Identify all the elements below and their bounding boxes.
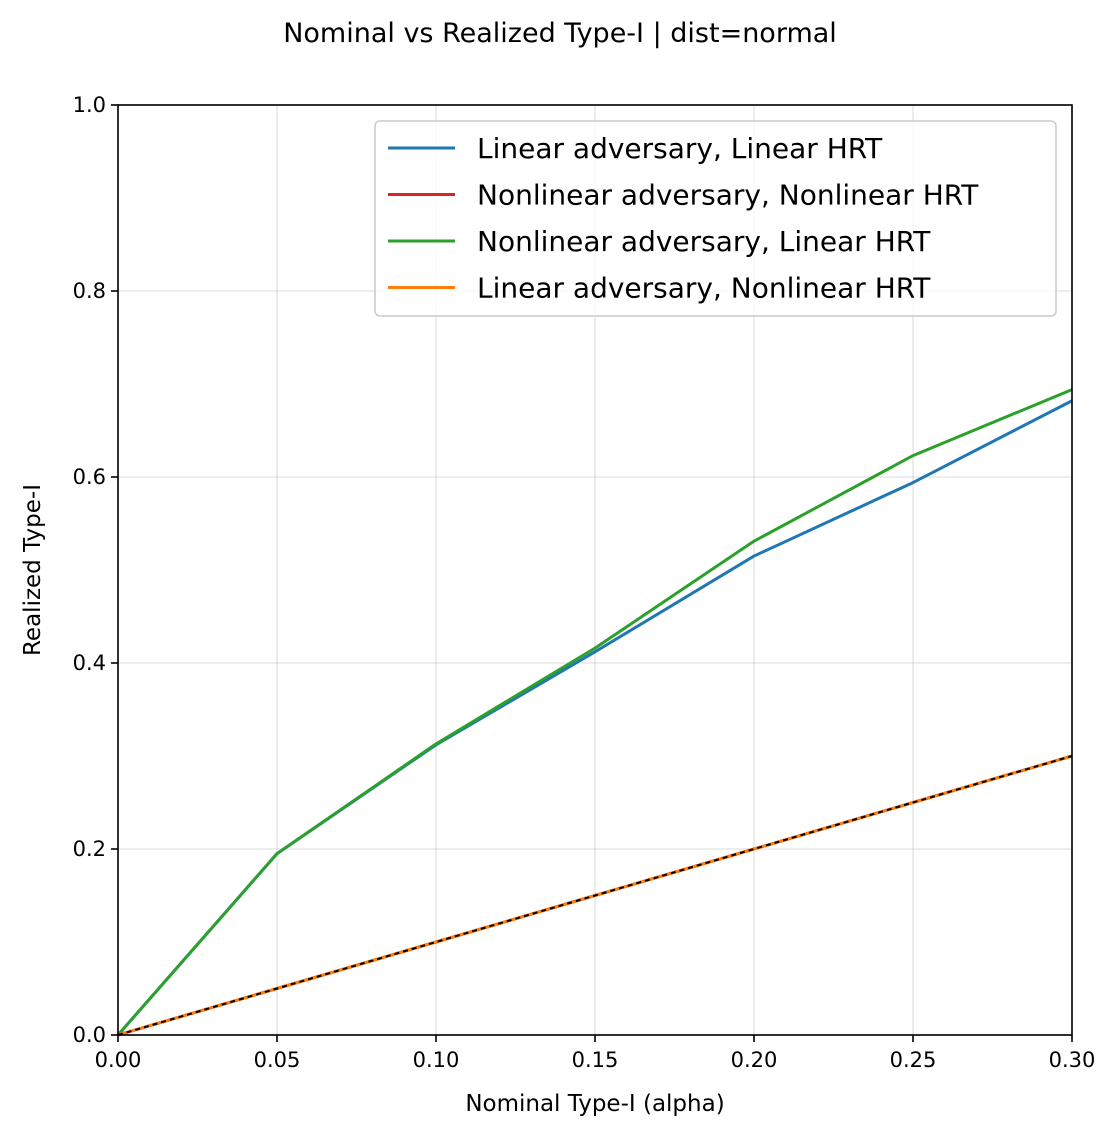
- reference-line-y-equals-x: [117, 755, 1073, 1036]
- x-tick-label: 0.00: [95, 1048, 142, 1072]
- series-line-nonlinear-adversary-linear-hrt: [116, 388, 1073, 1036]
- y-tick-label: 0.4: [73, 651, 106, 675]
- x-tick-label: 0.05: [254, 1048, 301, 1072]
- y-tick-label: 0.6: [73, 465, 106, 489]
- y-tick-label: 0.8: [73, 279, 106, 303]
- y-axis-ticks: 0.0 0.2 0.4 0.6 0.8 1.0: [73, 93, 118, 1047]
- y-tick-label: 0.2: [73, 837, 106, 861]
- x-tick-label: 0.15: [572, 1048, 619, 1072]
- x-axis-label: Nominal Type-I (alpha): [465, 1091, 724, 1117]
- x-axis-ticks: 0.00 0.05 0.10 0.15 0.20 0.25 0.30: [95, 1035, 1096, 1072]
- x-tick-label: 0.20: [731, 1048, 778, 1072]
- x-tick-label: 0.10: [413, 1048, 460, 1072]
- legend-label: Linear adversary, Nonlinear HRT: [477, 272, 931, 305]
- y-tick-label: 1.0: [73, 93, 106, 117]
- legend-label: Nonlinear adversary, Linear HRT: [477, 225, 931, 258]
- legend-box: [374, 120, 1057, 317]
- legend: Linear adversary, Linear HRT Nonlinear ad…: [374, 120, 1057, 317]
- x-tick-label: 0.25: [890, 1048, 937, 1072]
- legend-label: Nonlinear adversary, Nonlinear HRT: [477, 179, 979, 212]
- series-lines: [116, 388, 1073, 1037]
- y-axis-label: Realized Type-I: [20, 484, 46, 656]
- x-tick-label: 0.30: [1049, 1048, 1096, 1072]
- legend-label: Linear adversary, Linear HRT: [477, 132, 883, 165]
- chart-title: Nominal vs Realized Type-I | dist=normal: [283, 18, 837, 49]
- y-tick-label: 0.0: [73, 1023, 106, 1047]
